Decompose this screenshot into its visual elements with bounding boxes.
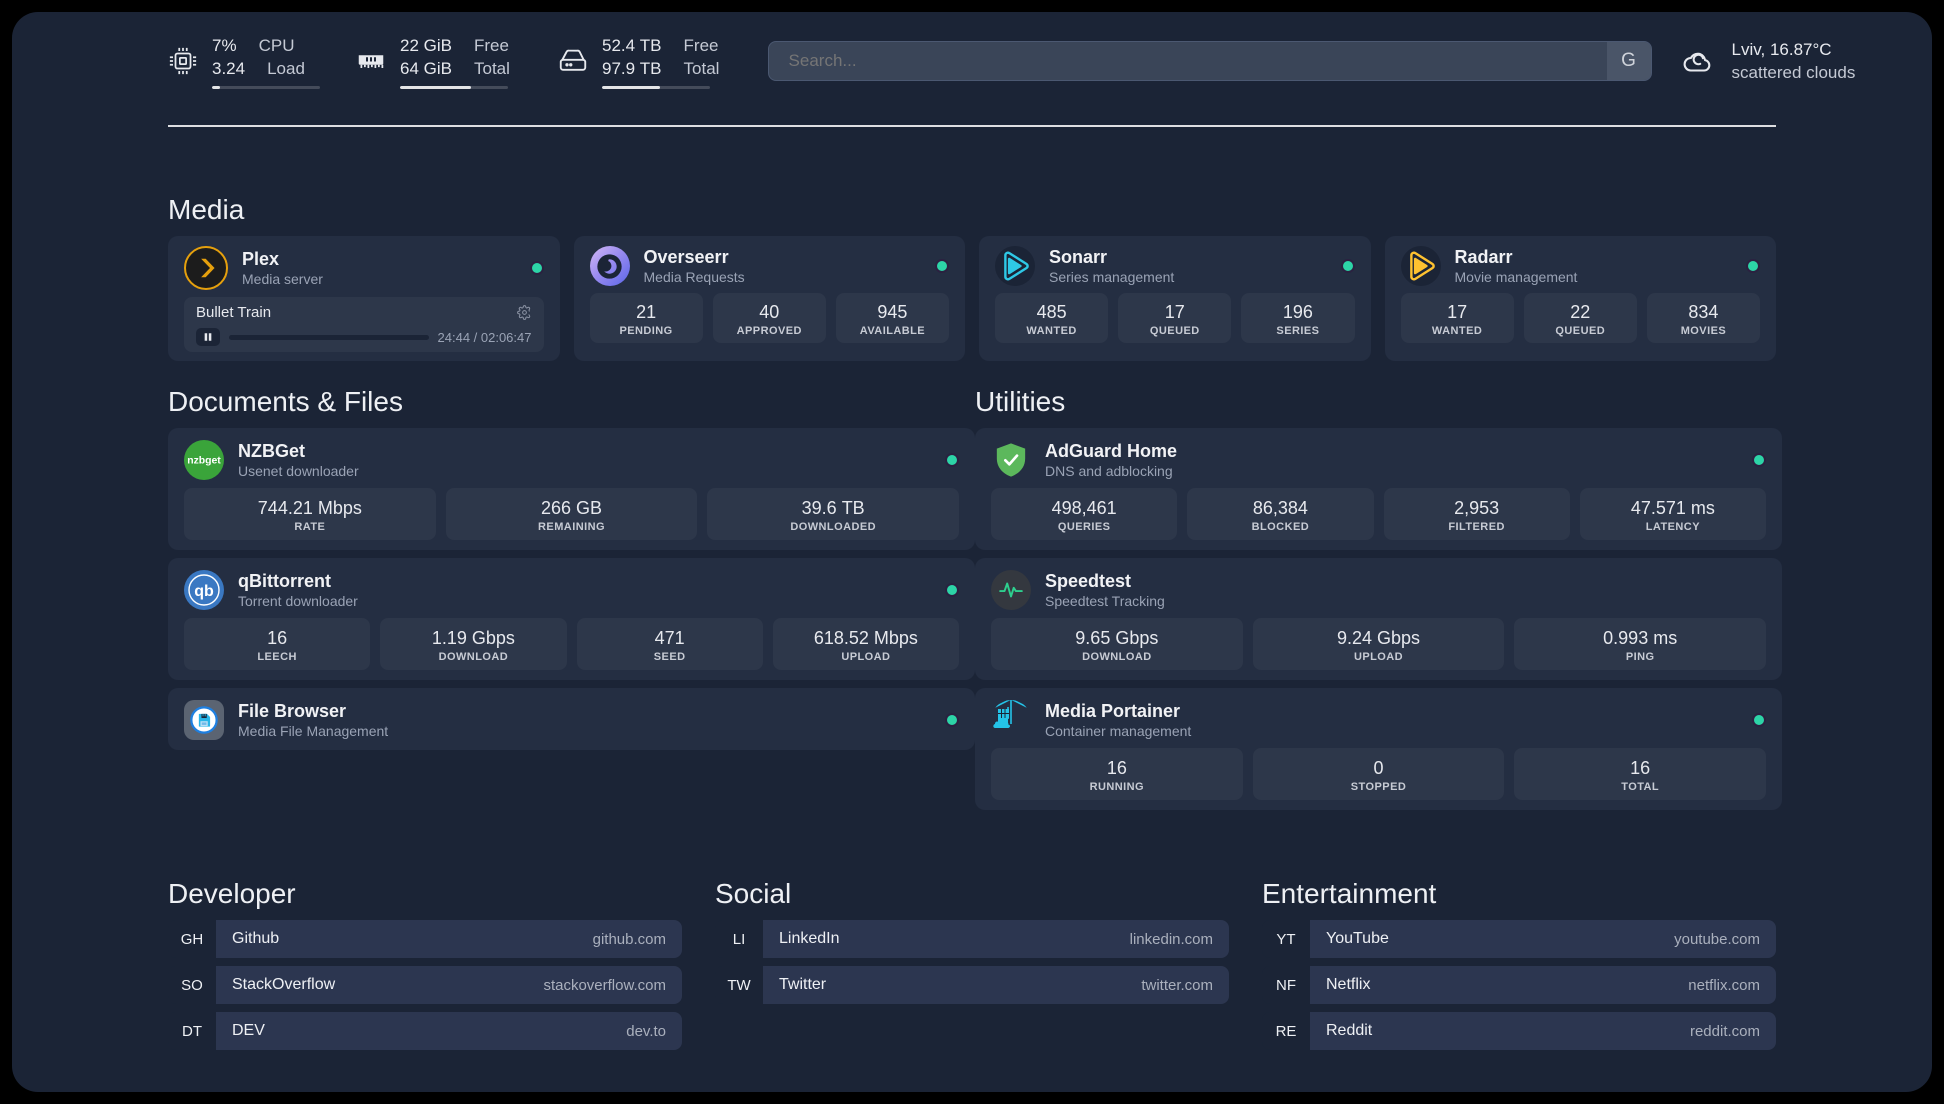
svg-text:nzbget: nzbget — [187, 455, 221, 466]
svg-text:qb: qb — [194, 583, 214, 600]
